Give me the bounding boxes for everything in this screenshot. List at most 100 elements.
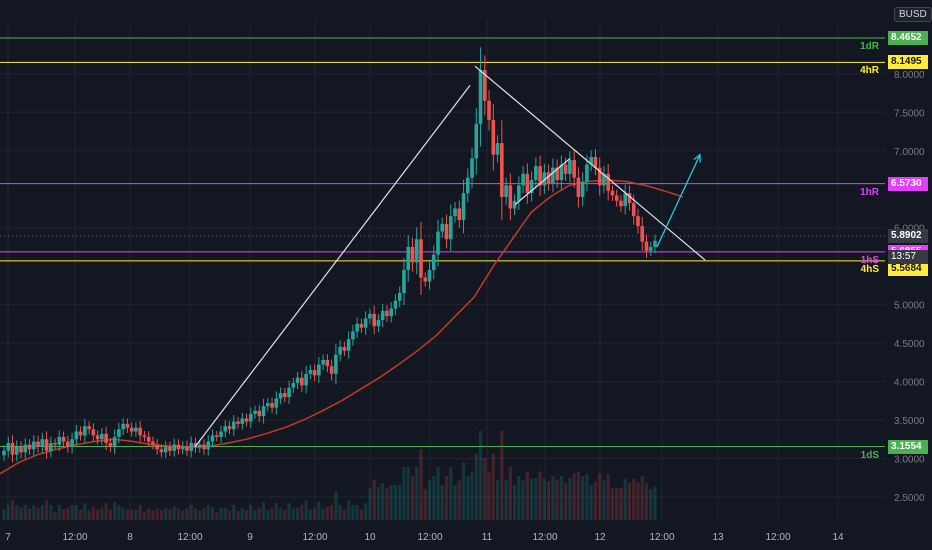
candle-body	[253, 410, 257, 414]
candle-body	[504, 185, 508, 197]
x-tick-label: 12:00	[532, 532, 557, 543]
volume-bar	[134, 509, 138, 520]
candle-body	[457, 208, 462, 220]
candle-body	[380, 310, 385, 320]
candle-body	[453, 208, 457, 217]
volume-bar	[381, 483, 385, 520]
volume-bar	[368, 488, 372, 520]
volume-bar	[19, 507, 23, 520]
candle-body	[329, 366, 334, 374]
volume-bar	[393, 485, 398, 520]
volume-bar	[266, 510, 270, 520]
volume-bar	[619, 487, 623, 520]
volume-bar	[389, 485, 393, 520]
level-name-4hS: 4hS	[860, 263, 879, 275]
last-price-tag: 5.8902	[888, 229, 928, 244]
volume-bar	[10, 500, 15, 520]
volume-bar	[334, 491, 338, 520]
candle-body	[270, 403, 274, 408]
candle-body	[444, 223, 449, 240]
volume-bar	[636, 482, 640, 520]
candle-body	[517, 185, 521, 201]
candle-body	[57, 436, 62, 445]
volume-bar	[70, 505, 74, 520]
volume-bar	[423, 489, 427, 520]
volume-bar	[555, 479, 559, 520]
candle-body	[244, 418, 249, 422]
candle-body	[389, 308, 393, 317]
volume-bar	[147, 508, 151, 520]
candle-body	[283, 393, 287, 397]
candle-body	[589, 156, 593, 165]
candle-body	[189, 443, 194, 451]
volume-bar	[125, 509, 129, 520]
candle-body	[563, 164, 568, 174]
volume-bar	[444, 476, 449, 520]
x-tick-label: 12	[594, 532, 606, 543]
volume-bar	[313, 507, 317, 520]
volume-bar	[253, 510, 257, 520]
volume-bar	[470, 471, 474, 520]
candle-body	[461, 193, 466, 220]
candle-body	[602, 173, 606, 186]
volume-bar	[483, 458, 487, 520]
candle-body	[53, 443, 57, 445]
candle-body	[227, 426, 232, 430]
volume-bar	[121, 507, 125, 520]
volume-bar	[138, 505, 142, 520]
volume-bar	[189, 505, 193, 520]
y-tick-label: 4.0000	[894, 378, 925, 389]
candle-body	[172, 444, 176, 451]
candle-body	[168, 446, 172, 451]
candle-body	[508, 185, 513, 209]
trendline	[514, 158, 571, 206]
candle-body	[568, 160, 572, 174]
candle-body	[521, 173, 525, 186]
volume-bar	[453, 485, 457, 520]
candle-body	[185, 446, 189, 451]
x-tick-label: 12:00	[765, 532, 790, 543]
candle-body	[138, 427, 142, 436]
candle-body	[180, 446, 185, 450]
volume-bar	[96, 509, 100, 520]
candle-body	[440, 223, 445, 232]
volume-bar	[304, 500, 308, 520]
volume-bar	[78, 509, 83, 520]
volume-bar	[104, 503, 108, 520]
volume-bar	[74, 505, 78, 520]
x-tick-label: 12:00	[417, 532, 442, 543]
symbol-badge[interactable]: BUSD	[894, 7, 932, 22]
volume-bar	[402, 467, 406, 520]
y-tick-label: 7.0000	[894, 147, 925, 158]
level-name-1dR: 1dR	[860, 41, 879, 53]
level-name-1hS: 1hS	[860, 254, 879, 266]
candle-body	[74, 431, 79, 440]
volume-bar	[117, 505, 121, 520]
candle-body	[295, 377, 300, 384]
candle-body	[44, 439, 49, 451]
volume-bar	[547, 481, 551, 520]
candle-body	[6, 443, 11, 451]
candle-body	[261, 406, 266, 417]
volume-bar	[66, 507, 70, 520]
y-tick-label: 3.5000	[894, 416, 925, 427]
candle-body	[134, 427, 138, 432]
candle-body	[278, 393, 283, 399]
candle-body	[91, 429, 96, 436]
x-tick-label: 12:00	[649, 532, 674, 543]
candle-body	[385, 310, 389, 317]
volume-bar	[398, 485, 402, 520]
candle-body	[402, 270, 406, 294]
candle-body	[359, 323, 364, 328]
candle-body	[653, 240, 657, 247]
volume-bar	[61, 508, 66, 520]
candle-body	[525, 173, 530, 194]
volume-bar	[572, 473, 576, 520]
candle-body	[483, 70, 487, 101]
volume-bar	[606, 474, 610, 520]
candle-body	[585, 164, 589, 182]
x-tick-label: 9	[247, 532, 253, 543]
candle-body	[19, 446, 23, 453]
